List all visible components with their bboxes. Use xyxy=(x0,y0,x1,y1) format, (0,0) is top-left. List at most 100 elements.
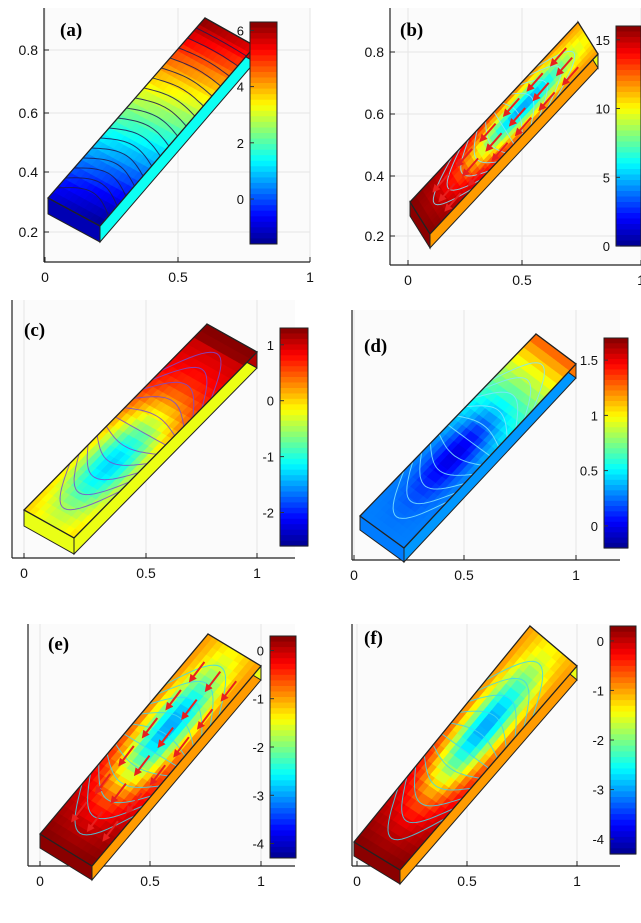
x-tick-label: 1 xyxy=(573,873,581,889)
colorbar-step xyxy=(610,728,636,735)
colorbar-tick-label: 0 xyxy=(591,519,598,534)
colorbar-step xyxy=(604,369,628,376)
flow-arrow xyxy=(514,116,532,137)
colorbar-step xyxy=(616,207,641,214)
contour-line xyxy=(124,407,176,436)
contour-line xyxy=(152,77,204,107)
colorbar-step xyxy=(270,752,296,759)
flow-arrow xyxy=(157,726,174,749)
colorbar-step xyxy=(604,469,628,476)
colorbar-step xyxy=(280,415,308,422)
flow-arrow xyxy=(561,66,579,86)
colorbar-step xyxy=(270,769,296,776)
colorbar-step xyxy=(616,97,641,104)
flow-arrow xyxy=(141,717,159,739)
colorbar-tick-label: -2 xyxy=(262,506,274,521)
colorbar-step xyxy=(280,480,308,487)
colorbar-step xyxy=(610,848,636,855)
flow-arrow xyxy=(220,680,237,702)
colorbar-tick-label: 0 xyxy=(597,634,604,649)
flow-arrow xyxy=(133,754,151,777)
colorbar-step xyxy=(250,133,277,140)
flow-arrow xyxy=(173,736,190,758)
colorbar-step xyxy=(610,836,636,844)
flow-arrow xyxy=(181,698,198,721)
colorbar-step xyxy=(604,348,628,355)
colorbar-step xyxy=(610,785,636,792)
colorbar-step xyxy=(250,22,277,29)
colorbar-step xyxy=(280,458,308,465)
colorbar-step xyxy=(250,177,277,184)
colorbar-step xyxy=(280,437,308,443)
colorbar-step xyxy=(604,500,628,507)
colorbar-step xyxy=(270,674,296,681)
colorbar-tick-label: 1.5 xyxy=(580,353,598,368)
colorbar-step xyxy=(270,846,296,853)
colorbar-step xyxy=(250,194,277,201)
colorbar-tick-label: 10 xyxy=(596,102,610,117)
colorbar-step xyxy=(270,835,296,842)
x-tick-label: 0 xyxy=(41,269,49,285)
contour-line xyxy=(106,753,160,788)
colorbar-tick-label: 5 xyxy=(603,170,610,185)
colorbar-step xyxy=(250,44,277,51)
contour-line xyxy=(392,470,448,519)
contour-line xyxy=(485,660,544,718)
contour-line xyxy=(132,723,186,757)
colorbar-step xyxy=(270,663,296,670)
contour-line xyxy=(115,416,166,446)
colorbar-tick-label: 0 xyxy=(237,192,244,207)
colorbar-step xyxy=(616,229,641,236)
flow-arrow xyxy=(491,142,509,162)
colorbar-step xyxy=(616,141,641,148)
contour-lines xyxy=(387,660,544,841)
colorbar-step xyxy=(604,422,628,428)
colorbar-step xyxy=(610,740,636,747)
colorbar-step xyxy=(250,55,277,62)
flow-arrow xyxy=(502,97,520,118)
colorbar-step xyxy=(604,395,628,402)
colorbar-step xyxy=(616,42,641,49)
contour-line xyxy=(438,433,482,466)
colorbar-step xyxy=(604,506,628,512)
x-tick-label: 0.5 xyxy=(140,873,160,889)
colorbar-step xyxy=(280,464,308,471)
colorbar-tick-label: 0 xyxy=(257,644,264,659)
colorbar-step xyxy=(610,665,636,673)
contour-line xyxy=(86,444,139,481)
colorbar: 15 10 5 0 xyxy=(596,25,641,254)
colorbar-step xyxy=(604,516,628,523)
colorbar-step xyxy=(250,127,277,134)
colorbar-step xyxy=(280,535,308,542)
contour-line xyxy=(432,744,480,779)
colorbar-step xyxy=(604,511,628,518)
panel-d-label: (d) xyxy=(364,336,387,357)
colorbar-step xyxy=(616,174,641,181)
colorbar-frame xyxy=(603,337,629,549)
colorbar-step xyxy=(280,475,308,482)
colorbar-step xyxy=(280,355,308,362)
contour-line xyxy=(456,415,500,448)
colorbar-step xyxy=(610,751,636,758)
contour-line xyxy=(413,766,463,807)
colorbar-step xyxy=(250,83,277,90)
colorbar-step xyxy=(280,398,308,405)
contour-line xyxy=(161,67,213,97)
contour-line xyxy=(468,694,517,738)
colorbar-step xyxy=(250,27,277,34)
colorbar-step xyxy=(270,824,296,831)
panel-f: 0 0.5 1 0 -1 -2 -3 -4 (f) xyxy=(351,624,637,889)
colorbar-step xyxy=(610,705,636,713)
colorbar-step xyxy=(610,688,636,695)
colorbar-step xyxy=(280,393,308,400)
colorbar-step xyxy=(280,518,308,525)
colorbar-step xyxy=(250,216,277,223)
contour-line xyxy=(91,147,144,177)
flow-arrow xyxy=(165,689,182,711)
colorbar-step xyxy=(270,785,296,792)
panel-e: 0 0.5 1 0 -1 -2 -3 -4 (e) xyxy=(27,624,297,889)
colorbar-step xyxy=(604,479,628,486)
colorbar-step xyxy=(270,652,296,659)
colorbar-step xyxy=(250,144,277,151)
